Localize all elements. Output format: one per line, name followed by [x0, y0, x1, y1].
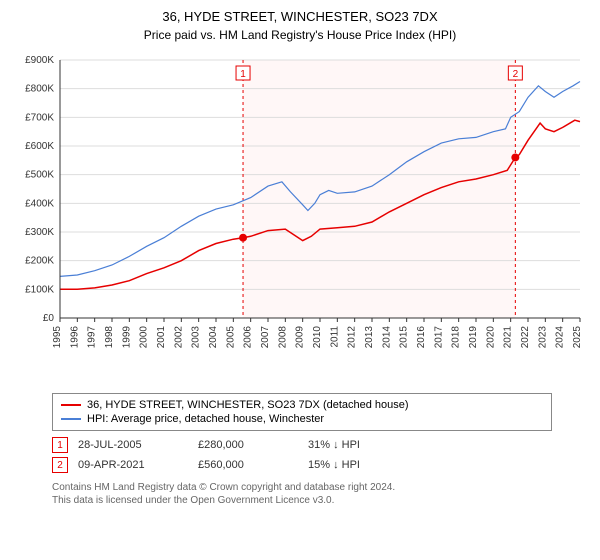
svg-text:2005: 2005: [225, 326, 236, 349]
sale-row: 2 09-APR-2021 £560,000 15% ↓ HPI: [52, 457, 588, 473]
footer-line-1: Contains HM Land Registry data © Crown c…: [52, 481, 588, 494]
sale-date: 09-APR-2021: [78, 459, 188, 471]
legend-label: HPI: Average price, detached house, Winc…: [87, 413, 324, 425]
legend-swatch: [61, 404, 81, 406]
svg-text:2022: 2022: [520, 326, 531, 349]
sale-marker: 1: [52, 437, 68, 453]
svg-text:2025: 2025: [572, 326, 583, 349]
svg-text:2020: 2020: [485, 326, 496, 349]
chart-container: 36, HYDE STREET, WINCHESTER, SO23 7DX Pr…: [0, 0, 600, 517]
svg-text:1997: 1997: [87, 326, 98, 349]
svg-text:2016: 2016: [416, 326, 427, 349]
svg-text:2014: 2014: [381, 326, 392, 349]
sale-diff: 15% ↓ HPI: [308, 459, 360, 471]
legend-swatch: [61, 418, 81, 420]
svg-text:2024: 2024: [555, 326, 566, 349]
svg-text:£100K: £100K: [25, 285, 54, 296]
svg-text:£500K: £500K: [25, 170, 54, 181]
svg-text:2000: 2000: [139, 326, 150, 349]
svg-text:£600K: £600K: [25, 141, 54, 152]
sale-price: £280,000: [198, 439, 298, 451]
sale-row: 1 28-JUL-2005 £280,000 31% ↓ HPI: [52, 437, 588, 453]
legend-box: 36, HYDE STREET, WINCHESTER, SO23 7DX (d…: [52, 393, 552, 431]
sale-marker: 2: [52, 457, 68, 473]
svg-text:2001: 2001: [156, 326, 167, 349]
svg-text:1998: 1998: [104, 326, 115, 349]
svg-text:£800K: £800K: [25, 84, 54, 95]
svg-text:2004: 2004: [208, 326, 219, 349]
svg-text:2017: 2017: [433, 326, 444, 349]
svg-text:2013: 2013: [364, 326, 375, 349]
svg-text:2: 2: [513, 69, 519, 80]
svg-text:£700K: £700K: [25, 113, 54, 124]
sale-price: £560,000: [198, 459, 298, 471]
svg-text:2012: 2012: [347, 326, 358, 349]
svg-text:2003: 2003: [191, 326, 202, 349]
legend-row: HPI: Average price, detached house, Winc…: [61, 412, 543, 426]
svg-text:2021: 2021: [503, 326, 514, 349]
svg-text:2015: 2015: [399, 326, 410, 349]
svg-text:£300K: £300K: [25, 227, 54, 238]
svg-text:£900K: £900K: [25, 55, 54, 66]
line-chart: £0 £100K £200K £300K £400K £500K £600K £700K £80…: [12, 50, 588, 380]
svg-text:2009: 2009: [295, 326, 306, 349]
svg-text:2019: 2019: [468, 326, 479, 349]
svg-text:2007: 2007: [260, 326, 271, 349]
svg-text:2010: 2010: [312, 326, 323, 349]
chart-title: 36, HYDE STREET, WINCHESTER, SO23 7DX: [12, 8, 588, 26]
chart-subtitle: Price paid vs. HM Land Registry's House …: [12, 28, 588, 42]
legend-row: 36, HYDE STREET, WINCHESTER, SO23 7DX (d…: [61, 398, 543, 412]
svg-text:2018: 2018: [451, 326, 462, 349]
svg-text:2008: 2008: [277, 326, 288, 349]
footer: Contains HM Land Registry data © Crown c…: [52, 481, 588, 507]
svg-text:1995: 1995: [52, 326, 63, 349]
svg-text:2006: 2006: [243, 326, 254, 349]
svg-text:1999: 1999: [121, 326, 132, 349]
svg-text:£0: £0: [43, 313, 55, 324]
svg-text:2002: 2002: [173, 326, 184, 349]
legend-label: 36, HYDE STREET, WINCHESTER, SO23 7DX (d…: [87, 399, 409, 411]
svg-text:£400K: £400K: [25, 199, 54, 210]
sale-date: 28-JUL-2005: [78, 439, 188, 451]
svg-text:£200K: £200K: [25, 256, 54, 267]
svg-text:2011: 2011: [329, 326, 340, 348]
sale-diff: 31% ↓ HPI: [308, 439, 360, 451]
svg-text:1996: 1996: [69, 326, 80, 349]
footer-line-2: This data is licensed under the Open Gov…: [52, 494, 588, 507]
svg-text:1: 1: [240, 69, 246, 80]
svg-text:2023: 2023: [537, 326, 548, 349]
